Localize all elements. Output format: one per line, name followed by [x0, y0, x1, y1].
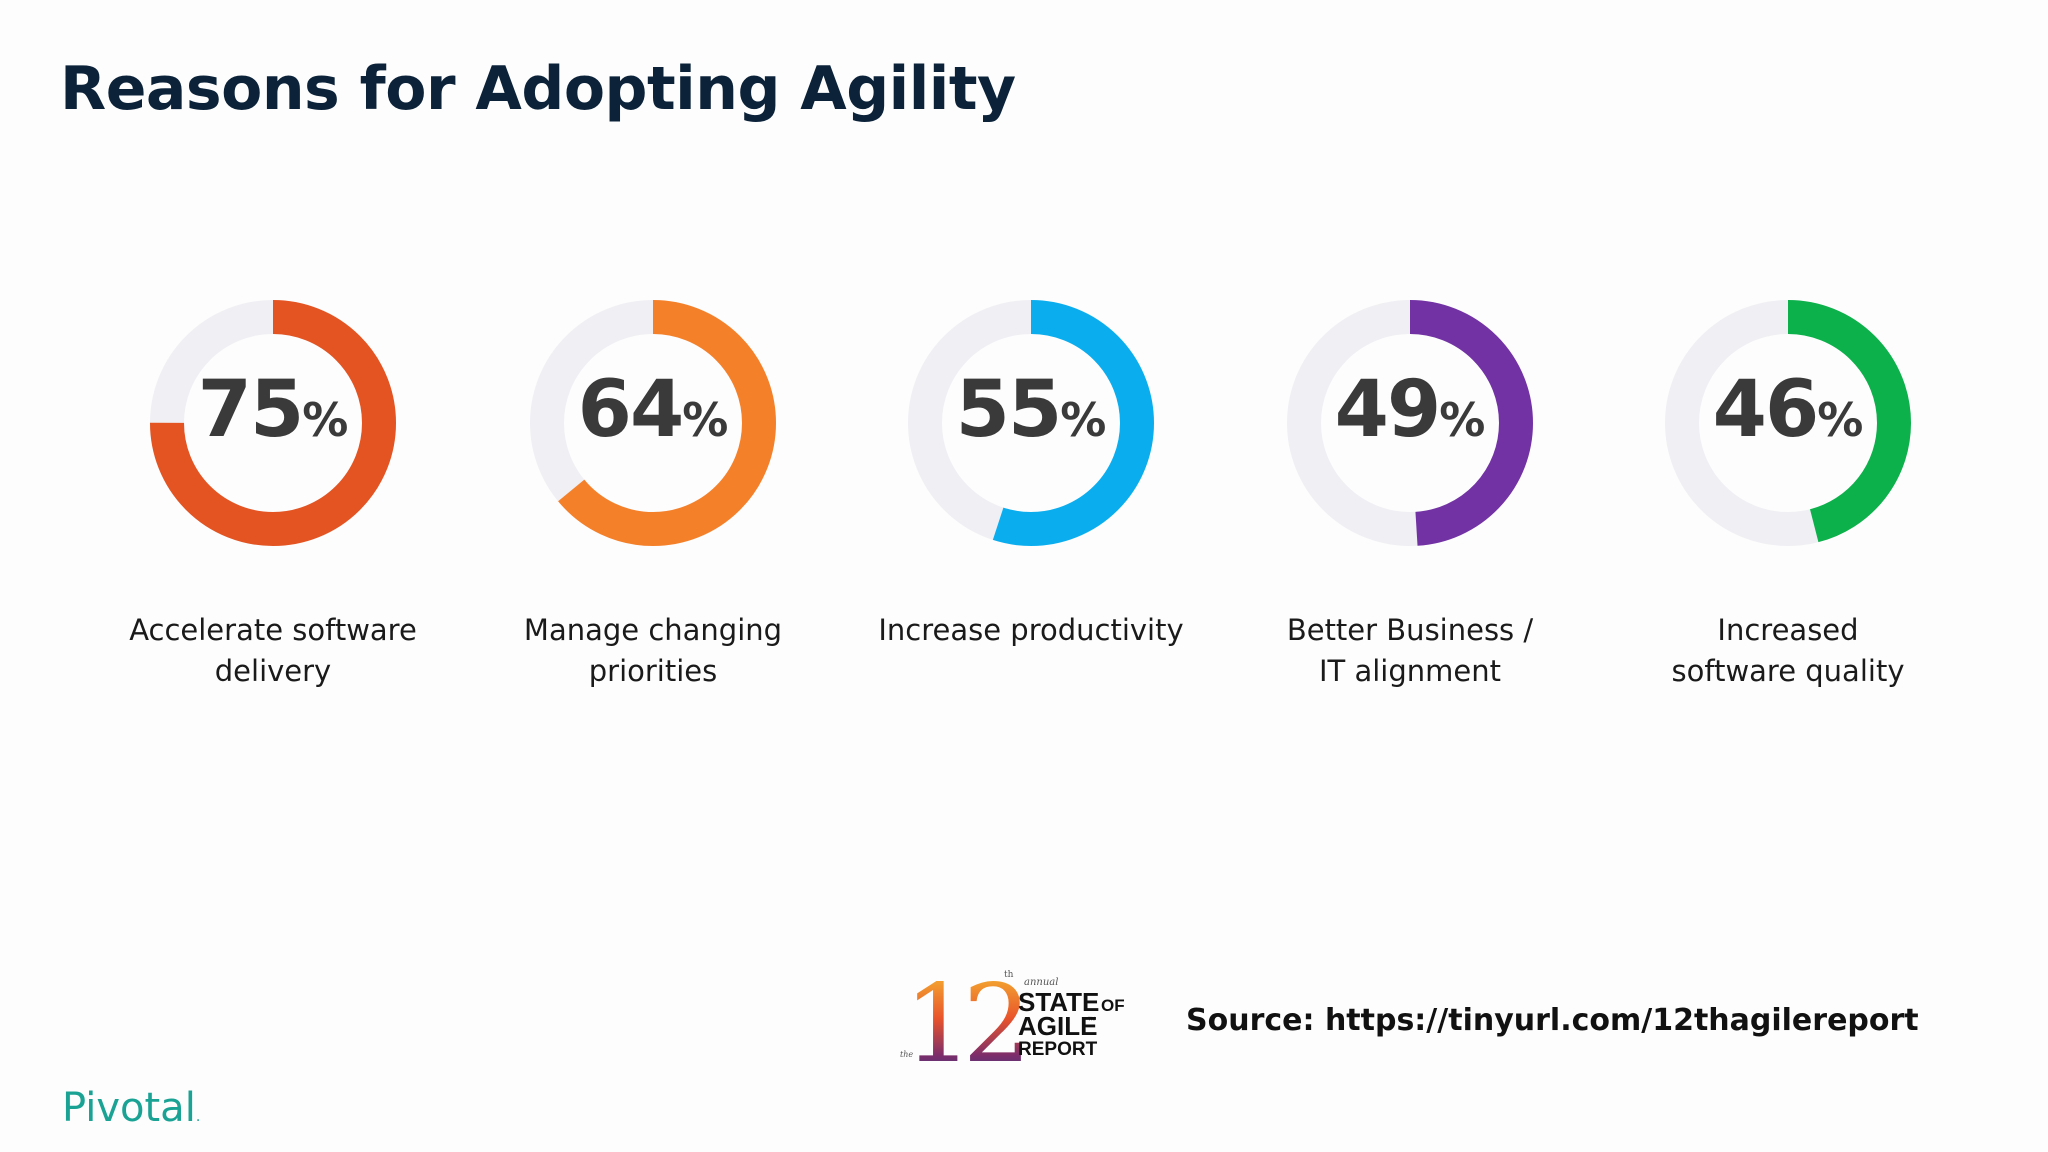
logo-ordinal: th — [1004, 970, 1014, 980]
value-unit: % — [682, 393, 729, 447]
donut-value: 49% — [1260, 365, 1560, 455]
donut-value: 75% — [123, 365, 423, 455]
donut-item: 75% Accelerate software delivery — [123, 280, 423, 720]
label-line: Accelerate software — [129, 613, 417, 647]
value-unit: % — [1439, 393, 1486, 447]
value-number: 55 — [955, 365, 1063, 455]
source-citation: Source: https://tinyurl.com/12thagilerep… — [1186, 1003, 1919, 1038]
donut-value: 64% — [503, 365, 803, 455]
logo-line1-small: OF — [1101, 996, 1125, 1015]
donut-item: 49% Better Business / IT alignment — [1260, 280, 1560, 720]
donut-label: Manage changing priorities — [493, 610, 813, 692]
donut-ring — [530, 300, 776, 546]
donut-arc — [1665, 300, 1911, 546]
donut-ring — [1287, 300, 1533, 546]
donut-arc — [150, 300, 396, 546]
label-line: Increase productivity — [878, 613, 1184, 647]
logo-small-left: the — [900, 1050, 913, 1059]
logo-line2-mark: ™ — [1087, 1015, 1096, 1025]
donut-label: Increase productivity — [871, 610, 1191, 651]
donut-item: 64% Manage changing priorities — [503, 280, 803, 720]
state-of-agile-report-logo: annual 12 th the STATE OF AGILE ™ REPORT — [900, 962, 1125, 1075]
donut-charts: 75% Accelerate software delivery 64% Manage … — [0, 280, 2048, 720]
brand-mark: . — [195, 1109, 201, 1125]
logo-number: 12 — [904, 962, 1022, 1075]
label-line: priorities — [588, 654, 718, 688]
slide-title: Reasons for Adopting Agility — [60, 54, 1016, 124]
donut-arc — [908, 300, 1154, 546]
label-line: Increased — [1717, 613, 1859, 647]
logo-line3: REPORT — [1018, 1039, 1098, 1060]
value-number: 46 — [1712, 365, 1820, 455]
donut-value: 55% — [881, 365, 1181, 455]
donut-label: Accelerate software delivery — [113, 610, 433, 692]
logo-line2: AGILE — [1018, 1011, 1097, 1041]
label-line: software quality — [1671, 654, 1905, 688]
value-unit: % — [302, 393, 349, 447]
donut-ring — [908, 300, 1154, 546]
donut-arc — [1287, 300, 1533, 546]
pivotal-logo: Pivotal. — [62, 1085, 200, 1131]
label-line: Better Business / — [1286, 613, 1534, 647]
value-unit: % — [1817, 393, 1864, 447]
donut-item: 55% Increase productivity — [878, 280, 1184, 720]
label-line: delivery — [214, 654, 332, 688]
logo-line1: STATE — [1018, 987, 1099, 1017]
value-number: 75 — [197, 365, 305, 455]
brand-name: Pivotal — [62, 1085, 196, 1131]
value-number: 64 — [577, 365, 685, 455]
value-unit: % — [1060, 393, 1107, 447]
donut-item: 46% Increased software quality — [1638, 280, 1938, 720]
donut-label: Increased software quality — [1628, 610, 1948, 692]
donut-ring — [150, 300, 396, 546]
donut-ring — [1665, 300, 1911, 546]
label-line: Manage changing — [523, 613, 783, 647]
donut-value: 46% — [1638, 365, 1938, 455]
label-line: IT alignment — [1318, 654, 1501, 688]
donut-arc — [530, 300, 776, 546]
logo-small-top: annual — [1024, 977, 1058, 988]
donut-label: Better Business / IT alignment — [1250, 610, 1570, 692]
value-number: 49 — [1334, 365, 1442, 455]
